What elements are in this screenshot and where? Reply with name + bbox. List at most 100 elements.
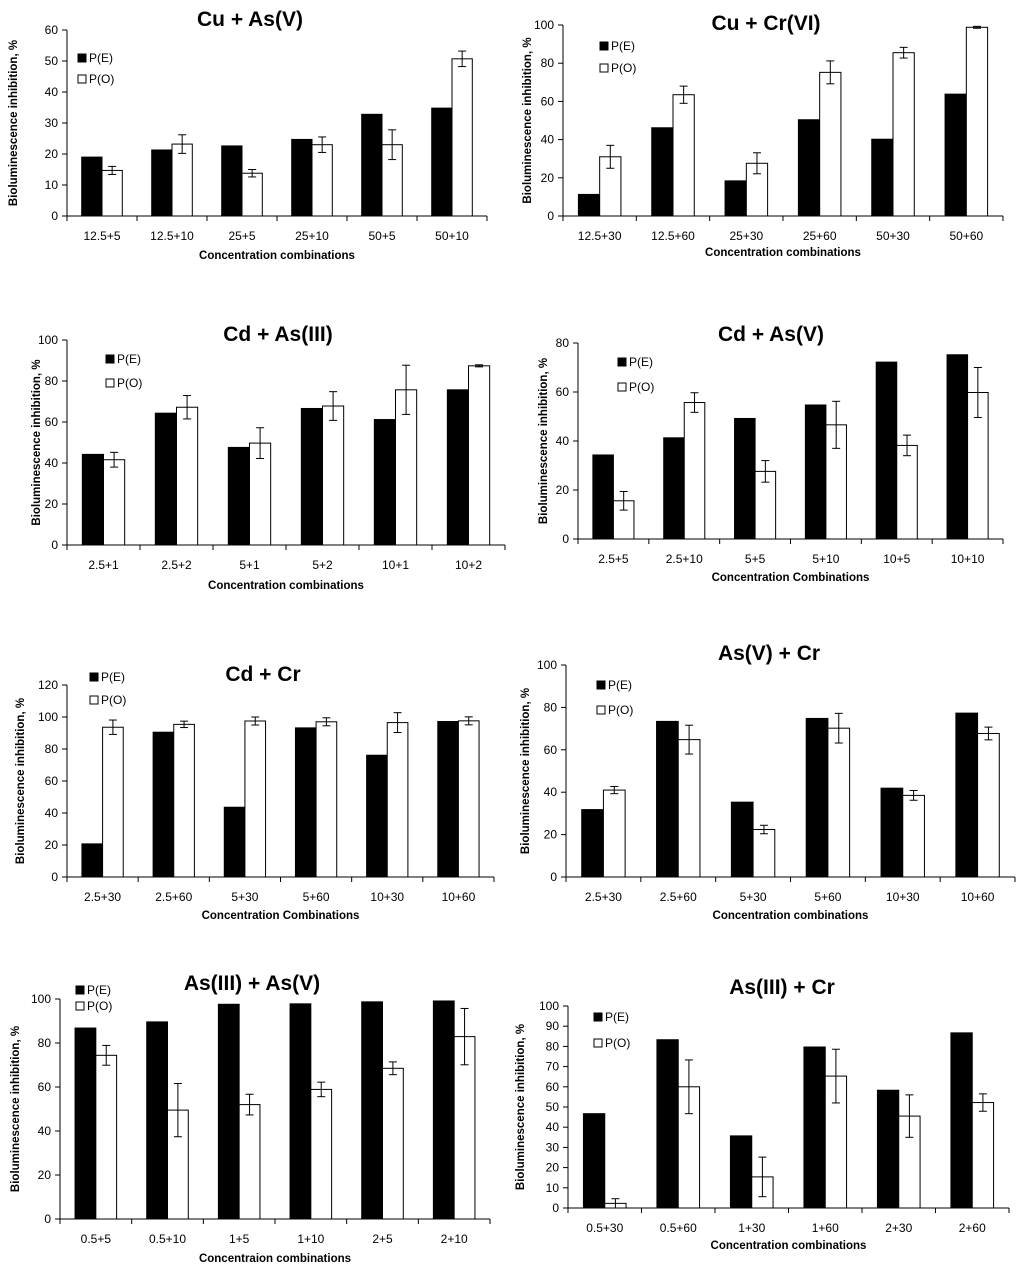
bar-pe	[656, 1039, 679, 1209]
x-tick-label: 1+10	[297, 1232, 324, 1246]
bar-po	[244, 720, 267, 878]
legend: P(E) P(O)	[75, 983, 112, 1013]
x-axis-label: Concentration combinations	[711, 1240, 867, 1252]
x-tick-label: 2+5	[372, 1232, 393, 1246]
chart-panel-3: Cd + As(III) 0 20 40 60 80 100 2.5+1 2.5+2 5+1 5+2…	[31, 323, 506, 592]
x-tick-label: 0.5+30	[586, 1221, 623, 1235]
legend: P(E) P(O)	[593, 1010, 630, 1050]
bar-po	[103, 459, 126, 546]
bar-pe	[730, 801, 754, 878]
x-tick-label: 10+60	[961, 890, 995, 904]
bar-po	[171, 143, 193, 217]
bar-po	[95, 1054, 118, 1220]
x-tick-label: 25+5	[228, 229, 255, 243]
legend-label-pe: P(E)	[87, 983, 111, 997]
x-tick-label: 25+30	[729, 229, 763, 243]
x-tick-label: 2.5+2	[161, 558, 192, 572]
legend-label-po: P(O)	[89, 72, 114, 86]
y-tick-label: 80	[38, 1036, 52, 1050]
x-tick-label: 5+60	[814, 890, 841, 904]
x-tick-label: 5+30	[231, 890, 258, 904]
legend: P(E) P(O)	[89, 670, 126, 707]
chart-title: As(III) + As(V)	[184, 972, 320, 995]
legend-swatch-po	[89, 695, 99, 705]
bar-pe	[300, 407, 323, 546]
bar-pe	[361, 113, 383, 217]
bar-pe	[431, 107, 453, 217]
legend-label-pe: P(E)	[89, 51, 113, 65]
legend-label-po: P(O)	[608, 703, 633, 717]
y-tick-label: 80	[544, 700, 558, 714]
y-tick-label: 100	[38, 333, 58, 347]
bar-po	[382, 1067, 404, 1220]
legend-label-po: P(O)	[611, 61, 636, 75]
y-tick-label: 40	[45, 456, 59, 470]
legend-swatch-pe	[593, 1012, 603, 1022]
y-tick-label: 70	[546, 1060, 560, 1074]
x-axis-label: Concentraion combinations	[199, 1253, 351, 1265]
bar-pe	[803, 1046, 826, 1209]
bar-pe	[950, 1032, 973, 1209]
x-tick-label: 12.5+30	[578, 229, 622, 243]
bar-pe	[592, 454, 614, 540]
bar-pe	[81, 156, 103, 217]
y-tick-label: 30	[546, 1140, 560, 1154]
y-tick-label: 0	[562, 532, 569, 546]
bar-pe	[432, 1000, 455, 1220]
legend-label-po: P(O)	[117, 376, 142, 390]
bar-pe	[81, 453, 105, 546]
bar-pe	[581, 809, 604, 878]
bar-pe	[361, 1001, 384, 1220]
y-axis-label: Bioluminescence inhibition, %	[520, 688, 532, 854]
legend-swatch-pe	[75, 985, 85, 995]
bar-po	[971, 1102, 995, 1209]
x-axis-label: Concentration Combinations	[712, 572, 870, 584]
x-tick-label: 5+1	[239, 558, 260, 572]
y-tick-label: 0	[552, 1201, 559, 1215]
y-axis-label: Bioluminescence inhibition, %	[515, 1024, 527, 1190]
bar-pe	[227, 446, 251, 546]
y-tick-label: 40	[38, 1124, 52, 1138]
bar-po	[457, 720, 480, 878]
y-tick-label: 80	[541, 56, 555, 70]
x-tick-label: 25+10	[295, 229, 329, 243]
x-tick-label: 2+30	[885, 1221, 912, 1235]
bar-po	[468, 365, 491, 546]
bar-pe	[651, 127, 674, 217]
bar-pe	[577, 193, 601, 217]
x-tick-label: 5+5	[745, 552, 766, 566]
bar-pe	[944, 93, 967, 217]
legend-swatch-pe	[617, 357, 627, 367]
x-tick-label: 1+60	[812, 1221, 839, 1235]
legend: P(E) P(O)	[617, 355, 654, 394]
y-tick-label: 40	[556, 434, 570, 448]
bar-pe	[217, 1003, 240, 1220]
y-tick-label: 20	[544, 828, 558, 842]
x-tick-label: 2+10	[441, 1232, 468, 1246]
chart-panel-5: Cd + Cr 0 20 40 60 80 100 120 2.5+30 2.5+60 5+30 5+…	[15, 663, 495, 922]
legend-swatch-po	[599, 63, 609, 73]
bar-pe	[663, 437, 685, 540]
x-tick-label: 10+10	[951, 552, 985, 566]
x-axis-label: Concentration combinations	[199, 250, 355, 262]
chart-title: Cd + As(V)	[718, 323, 824, 346]
bar-pe	[81, 843, 104, 878]
legend-label-pe: P(E)	[611, 39, 635, 53]
y-tick-label: 100	[537, 658, 557, 672]
chart-panel-6: As(V) + Cr 0 20 40 60 80 100 2.5+30 2.5+60 5+30 5+…	[520, 642, 1016, 922]
bar-pe	[871, 138, 894, 217]
bar-pe	[223, 806, 246, 878]
x-tick-label: 50+10	[435, 229, 469, 243]
bar-pe	[729, 1135, 753, 1209]
y-axis-label: Bioluminescence inhibition, %	[8, 40, 20, 206]
legend-label-po: P(O)	[87, 999, 112, 1013]
y-tick-label: 20	[45, 147, 59, 161]
bar-pe	[656, 720, 679, 878]
bar-po	[241, 172, 263, 217]
chart-panel-2: Cu + Cr(VI) 0 20 40 60 80 100 12.5+30 12.5+60 25+…	[522, 12, 1004, 259]
bar-pe	[437, 720, 459, 878]
x-tick-label: 10+60	[442, 890, 476, 904]
bar-po	[310, 1088, 333, 1220]
bar-po	[683, 402, 706, 540]
y-tick-label: 0	[51, 870, 58, 884]
